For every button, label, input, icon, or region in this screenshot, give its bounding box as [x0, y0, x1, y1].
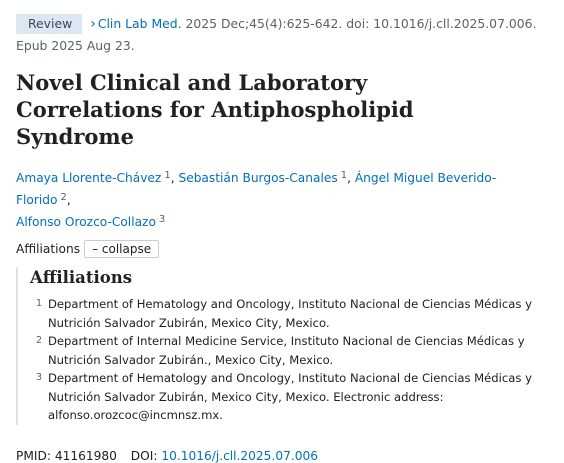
- affiliation-text: Department of Hematology and Oncology, I…: [48, 297, 532, 330]
- citation-line: Review › Clin Lab Med. 2025 Dec;45(4):625-…: [16, 14, 556, 34]
- journal-link[interactable]: Clin Lab Med.: [97, 16, 182, 31]
- affiliations-panel: Affiliations 1 Department of Hematology …: [16, 267, 550, 425]
- author-link[interactable]: Sebastián Burgos-Canales: [178, 171, 338, 185]
- affiliation-number: 1: [36, 298, 43, 309]
- pmid-value: 41161980: [54, 448, 117, 463]
- article-title: Novel Clinical and Laboratory Correlatio…: [16, 70, 414, 149]
- affiliation-item: 1 Department of Hematology and Oncology,…: [30, 295, 550, 332]
- article-page: Review › Clin Lab Med. 2025 Dec;45(4):625-…: [16, 14, 556, 463]
- author-affiliation-ref[interactable]: 1: [340, 170, 348, 181]
- article-identifiers: PMID: 41161980 DOI: 10.1016/j.cll.2025.0…: [16, 449, 556, 463]
- doi-link[interactable]: 10.1016/j.cll.2025.07.006: [161, 448, 318, 463]
- author-separator: ,: [66, 193, 71, 207]
- affiliations-toggle-row: Affiliations – collapse: [16, 240, 556, 258]
- citation-details: 2025 Dec;45(4):625-642. doi: 10.1016/j.c…: [181, 16, 537, 31]
- publication-type-badge: Review: [16, 14, 83, 34]
- author-list: Amaya Llorente-Chávez 1, Sebastián Burgos…: [16, 166, 536, 232]
- chevron-right-icon: ›: [90, 16, 96, 32]
- author-separator: ,: [347, 171, 355, 185]
- author-affiliation-ref[interactable]: 3: [158, 214, 166, 225]
- author-link[interactable]: Amaya Llorente-Chávez: [16, 171, 162, 185]
- author-link[interactable]: Alfonso Orozco-Collazo: [16, 215, 156, 229]
- author-link[interactable]: Ángel Miguel Beverido-Florido: [16, 171, 497, 207]
- affiliations-list: 1 Department of Hematology and Oncology,…: [30, 295, 550, 425]
- collapse-affiliations-button[interactable]: – collapse: [84, 240, 160, 258]
- affiliation-item: 2 Department of Internal Medicine Servic…: [30, 332, 550, 369]
- affiliations-heading: Affiliations: [30, 268, 133, 287]
- affiliations-toggle-label: Affiliations: [16, 242, 81, 256]
- affiliation-item: 3 Department of Hematology and Oncology,…: [30, 369, 550, 425]
- affiliation-number: 2: [36, 335, 43, 346]
- doi-label: DOI:: [130, 448, 158, 463]
- affiliation-number: 3: [36, 372, 43, 383]
- author-affiliation-ref[interactable]: 1: [164, 170, 171, 181]
- author-affiliation-ref[interactable]: 2: [60, 192, 67, 203]
- epub-date: Epub 2025 Aug 23.: [16, 38, 135, 53]
- pmid-label: PMID:: [16, 448, 51, 463]
- affiliation-text: Department of Hematology and Oncology, I…: [48, 371, 532, 422]
- affiliation-text: Department of Internal Medicine Service,…: [48, 334, 525, 367]
- author-separator: ,: [170, 171, 179, 185]
